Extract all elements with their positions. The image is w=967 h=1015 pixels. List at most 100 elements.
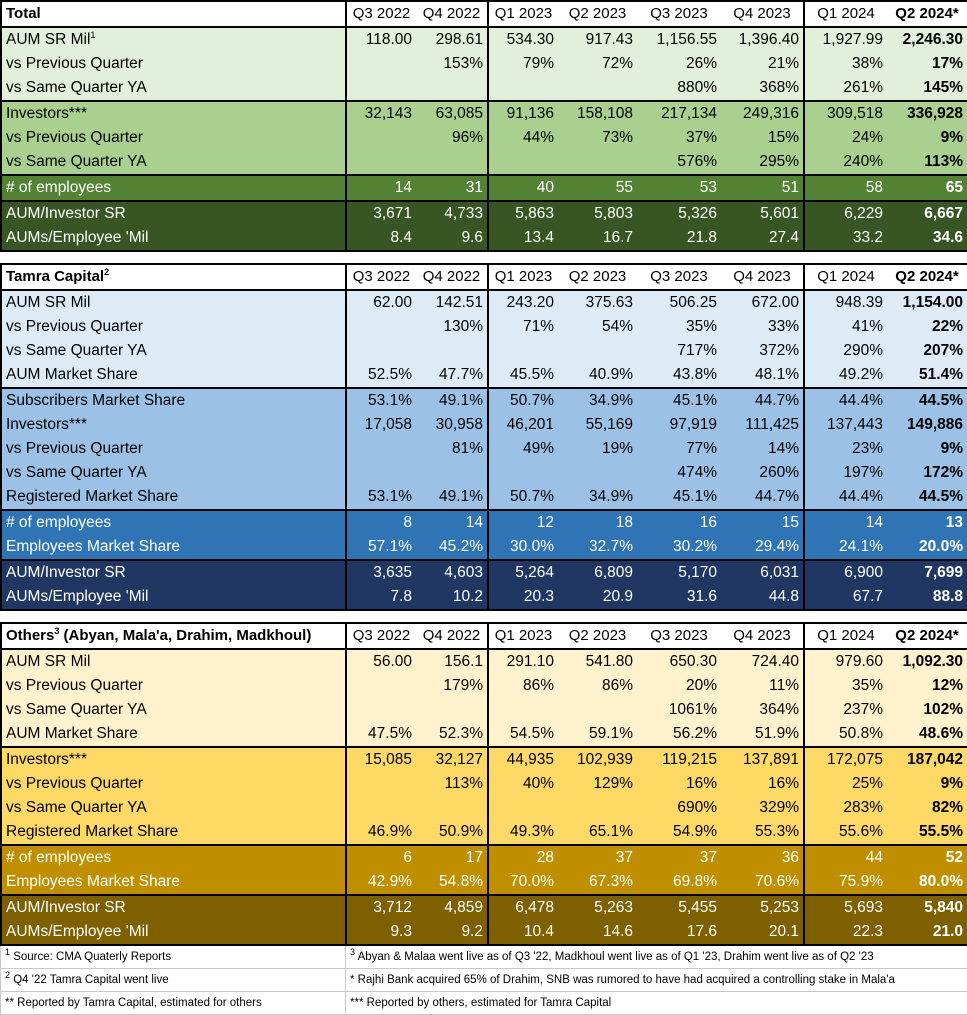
row-label: vs Previous Quarter bbox=[1, 674, 346, 698]
table-cell: 97,919 bbox=[637, 413, 721, 437]
row-label-text: vs Same Quarter YA bbox=[6, 799, 147, 816]
table-cell: 43.8% bbox=[637, 363, 721, 388]
table-cell: 3,712 bbox=[346, 895, 416, 920]
section-title-text: Total bbox=[6, 5, 41, 22]
table-cell: 44.4% bbox=[804, 485, 887, 510]
table-cell: 47.5% bbox=[346, 722, 416, 747]
row-label-text: AUM SR Mil bbox=[6, 294, 90, 311]
table-cell: 113% bbox=[887, 150, 967, 175]
table-cell: 49.1% bbox=[416, 485, 488, 510]
table-cell: 70.0% bbox=[488, 870, 558, 895]
table-cell: 291.10 bbox=[488, 649, 558, 674]
column-header: Q1 2023 bbox=[488, 264, 558, 290]
table-cell: 8 bbox=[346, 510, 416, 535]
row-label-text: Subscribers Market Share bbox=[6, 392, 185, 409]
table-cell: 298.61 bbox=[416, 27, 488, 52]
table-cell: 21.8 bbox=[637, 226, 721, 251]
row-label: AUM Market Share bbox=[1, 722, 346, 747]
table-cell bbox=[346, 796, 416, 820]
table-cell: 217,134 bbox=[637, 101, 721, 126]
table-cell: 35% bbox=[804, 674, 887, 698]
row-label-text: AUMs/Employee 'Mil bbox=[6, 588, 149, 605]
table-cell: 48.1% bbox=[721, 363, 804, 388]
footnote-text: * Rajhi Bank acquired 65% of Drahim, SNB… bbox=[350, 974, 895, 986]
table-cell bbox=[488, 339, 558, 363]
table-cell: 50.8% bbox=[804, 722, 887, 747]
table-cell: 45.1% bbox=[637, 388, 721, 413]
table-cell: 102% bbox=[887, 698, 967, 722]
row-label-text: Registered Market Share bbox=[6, 823, 178, 840]
table-cell: 32.7% bbox=[558, 535, 637, 560]
row-label-text: AUM SR Mil bbox=[6, 653, 90, 670]
row-label: Registered Market Share bbox=[1, 485, 346, 510]
table-cell: 474% bbox=[637, 461, 721, 485]
row-label-text: vs Same Quarter YA bbox=[6, 464, 147, 481]
table-cell: 20.1 bbox=[721, 920, 804, 945]
table-cell: 51 bbox=[721, 175, 804, 201]
table-cell bbox=[488, 76, 558, 101]
table-cell: 12% bbox=[887, 674, 967, 698]
table-cell bbox=[488, 150, 558, 175]
table-cell: 26% bbox=[637, 52, 721, 76]
table-cell: 12 bbox=[488, 510, 558, 535]
table-cell: 237% bbox=[804, 698, 887, 722]
table-cell bbox=[346, 772, 416, 796]
table-cell: 14 bbox=[346, 175, 416, 201]
table-cell bbox=[346, 339, 416, 363]
row-label: Employees Market Share bbox=[1, 870, 346, 895]
table-cell: 948.39 bbox=[804, 290, 887, 315]
table-cell: 34.6 bbox=[887, 226, 967, 251]
table-cell: 59.1% bbox=[558, 722, 637, 747]
row-label-text: vs Same Quarter YA bbox=[6, 153, 147, 170]
table-cell: 4,603 bbox=[416, 560, 488, 585]
table-cell: 14.6 bbox=[558, 920, 637, 945]
row-label: AUM SR Mil bbox=[1, 649, 346, 674]
table-cell: 15,085 bbox=[346, 747, 416, 772]
table-cell: 6,900 bbox=[804, 560, 887, 585]
column-header: Q1 2024 bbox=[804, 623, 887, 649]
table-cell: 30.0% bbox=[488, 535, 558, 560]
table-cell: 1061% bbox=[637, 698, 721, 722]
table-cell: 375.63 bbox=[558, 290, 637, 315]
table-cell: 30.2% bbox=[637, 535, 721, 560]
row-label-text: vs Previous Quarter bbox=[6, 318, 143, 335]
table-cell: 65.1% bbox=[558, 820, 637, 845]
table-cell: 54% bbox=[558, 315, 637, 339]
footnote-text: *** Reported by others, estimated for Ta… bbox=[350, 997, 611, 1009]
footnote-mark: 1 bbox=[90, 30, 95, 40]
row-label-text: Employees Market Share bbox=[6, 538, 180, 555]
table-cell: 69.8% bbox=[637, 870, 721, 895]
table-cell: 28 bbox=[488, 845, 558, 870]
row-label-text: # of employees bbox=[6, 514, 111, 531]
table-cell: 86% bbox=[558, 674, 637, 698]
column-header: Q3 2023 bbox=[637, 623, 721, 649]
column-header: Q2 2024* bbox=[887, 264, 967, 290]
row-label-text: AUM Market Share bbox=[6, 366, 138, 383]
table-cell: 52.5% bbox=[346, 363, 416, 388]
table-cell: 67.7 bbox=[804, 585, 887, 610]
table-cell: 1,927.99 bbox=[804, 27, 887, 52]
table-cell: 53.1% bbox=[346, 388, 416, 413]
table-cell: 17% bbox=[887, 52, 967, 76]
table-cell: 179% bbox=[416, 674, 488, 698]
table-cell: 54.5% bbox=[488, 722, 558, 747]
table-cell: 55.6% bbox=[804, 820, 887, 845]
table-cell: 172,075 bbox=[804, 747, 887, 772]
footnote-text: Abyan & Malaa went live as of Q3 '22, Ma… bbox=[355, 951, 874, 963]
table-cell: 10.2 bbox=[416, 585, 488, 610]
table-cell: 19% bbox=[558, 437, 637, 461]
table-cell: 6 bbox=[346, 845, 416, 870]
table-cell: 11% bbox=[721, 674, 804, 698]
table-cell: 16% bbox=[721, 772, 804, 796]
table-cell: 1,396.40 bbox=[721, 27, 804, 52]
table-cell: 40.9% bbox=[558, 363, 637, 388]
